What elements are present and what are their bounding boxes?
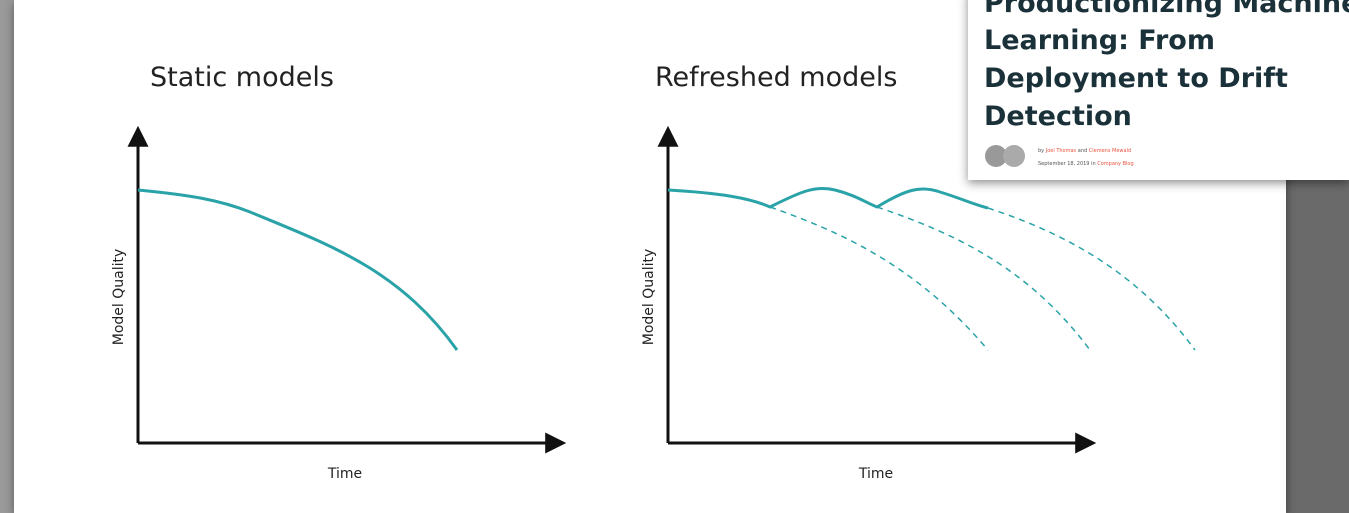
card-title-line[interactable]: Detection [984, 101, 1132, 132]
card-title-line[interactable]: Productionizing Machine [984, 0, 1349, 19]
byline: by Joel Thomas and Clemens Mewald [1038, 148, 1131, 154]
date: September 18, 2019 in [1038, 161, 1096, 167]
avatar [1003, 145, 1025, 167]
card-title-line[interactable]: Learning: From [984, 25, 1215, 56]
author-link[interactable]: Joel Thomas [1045, 148, 1077, 154]
byline-by: by [1038, 148, 1044, 154]
x-axis-label: Time [327, 466, 362, 482]
panel-title: Static models [150, 62, 334, 93]
byline-and: and [1078, 148, 1087, 154]
author-link[interactable]: Clemens Mewald [1089, 148, 1131, 154]
panel-title: Refreshed models [655, 62, 897, 93]
category-link[interactable]: Company Blog [1097, 161, 1133, 167]
y-axis-label: Model Quality [111, 249, 127, 346]
screenshot: Static models Model Quality Time Refresh… [0, 0, 1349, 513]
y-axis-label: Model Quality [641, 249, 657, 346]
x-axis-label: Time [858, 466, 893, 482]
page: Static models Model Quality Time Refresh… [0, 0, 1349, 513]
byline-date: September 18, 2019 in Company Blog [1038, 161, 1134, 167]
card-title-line[interactable]: Deployment to Drift [984, 63, 1288, 94]
